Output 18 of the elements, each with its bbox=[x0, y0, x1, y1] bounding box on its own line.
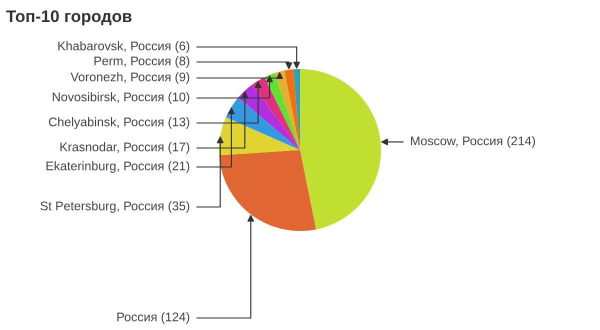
pie-slice bbox=[300, 69, 381, 230]
pie-slice bbox=[238, 84, 300, 150]
slice-label: Khabarovsk, Россия (6) bbox=[58, 41, 190, 53]
slice-label: Voronezh, Россия (9) bbox=[70, 72, 190, 84]
slice-label: Россия (124) bbox=[117, 312, 190, 324]
slice-label: Chelyabinsk, Россия (13) bbox=[48, 117, 190, 129]
pie-slice bbox=[284, 69, 300, 150]
pie-slice bbox=[274, 70, 300, 150]
slice-label: Krasnodar, Россия (17) bbox=[60, 142, 190, 154]
slice-label: Perm, Россия (8) bbox=[94, 56, 190, 68]
slice-label: Novosibirsk, Россия (10) bbox=[52, 92, 190, 104]
slice-label: Moscow, Россия (214) bbox=[411, 136, 535, 148]
pie-slice bbox=[219, 117, 300, 156]
chart-title: Топ-10 городов bbox=[6, 10, 132, 26]
slice-label: St Petersburg, Россия (35) bbox=[40, 201, 190, 213]
pie-slice bbox=[219, 150, 316, 231]
pie-slice bbox=[293, 69, 300, 150]
slice-label: Ekaterinburg, Россия (21) bbox=[46, 161, 190, 173]
